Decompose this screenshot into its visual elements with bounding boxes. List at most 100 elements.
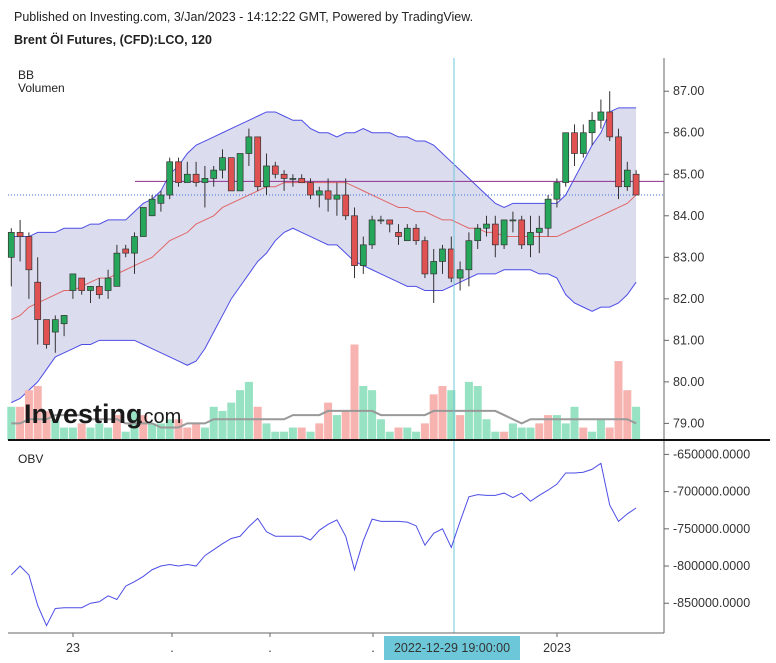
axes: 87.00 86.00 85.00 84.00 83.00 82.00 81.00 80.00… — [8, 58, 770, 660]
candle[interactable] — [474, 224, 482, 249]
candle[interactable] — [553, 178, 561, 208]
candle[interactable] — [271, 161, 279, 179]
candle[interactable] — [412, 224, 420, 245]
price-tick-label: 86.00 — [673, 126, 704, 140]
candle[interactable] — [439, 244, 446, 274]
volume-bar — [24, 390, 33, 440]
logo-suffix: .com — [138, 406, 181, 428]
candle[interactable] — [518, 215, 526, 249]
candle-body — [51, 319, 59, 333]
volume-bar — [192, 423, 201, 440]
candle[interactable] — [351, 207, 358, 279]
candle[interactable] — [7, 228, 15, 287]
candle[interactable] — [342, 178, 350, 220]
candle[interactable] — [377, 215, 385, 225]
candle[interactable] — [122, 244, 130, 258]
candle[interactable] — [579, 124, 587, 158]
volume-bar — [588, 431, 597, 440]
candle[interactable] — [527, 215, 534, 258]
candle-body — [227, 157, 235, 192]
candle[interactable] — [25, 232, 33, 299]
candle[interactable] — [263, 153, 270, 196]
candle[interactable] — [254, 136, 262, 191]
published-header: Published on Investing.com, 3/Jan/2023 -… — [14, 10, 474, 24]
candle[interactable] — [571, 124, 578, 166]
candle[interactable] — [307, 178, 314, 200]
candle[interactable] — [139, 207, 147, 237]
candle[interactable] — [544, 195, 552, 237]
candle[interactable] — [623, 161, 631, 191]
candle[interactable] — [227, 157, 235, 192]
candle[interactable] — [95, 278, 103, 299]
candle[interactable] — [210, 165, 218, 187]
candle[interactable] — [430, 249, 438, 303]
candle[interactable] — [78, 277, 86, 295]
candle[interactable] — [588, 111, 596, 146]
obv-tick-label: -800000.0000 — [673, 559, 750, 573]
candle[interactable] — [289, 174, 297, 187]
candle[interactable] — [359, 236, 367, 274]
candle[interactable] — [509, 211, 517, 233]
candle[interactable] — [562, 132, 570, 187]
candle[interactable] — [16, 219, 24, 262]
candle[interactable] — [315, 186, 323, 208]
candle[interactable] — [60, 315, 68, 337]
candle[interactable] — [324, 178, 332, 212]
candle[interactable] — [491, 215, 499, 258]
investing-logo: Investing .com — [24, 399, 181, 429]
candle-body — [7, 232, 15, 258]
time-tick-label: . — [170, 641, 173, 655]
candle-body — [527, 232, 534, 246]
candle[interactable] — [421, 236, 429, 279]
candle[interactable] — [201, 165, 209, 208]
candle[interactable] — [333, 182, 341, 216]
candle-body — [430, 261, 438, 275]
candle[interactable] — [298, 174, 306, 183]
candle[interactable] — [280, 170, 288, 191]
candle[interactable] — [104, 269, 112, 299]
obv-indicator-label[interactable]: OBV — [18, 452, 44, 466]
candle[interactable] — [157, 190, 165, 212]
candle[interactable] — [236, 153, 244, 192]
candle[interactable] — [34, 257, 42, 345]
volume-bar — [544, 415, 553, 440]
candle[interactable] — [483, 215, 490, 237]
candle[interactable] — [456, 261, 464, 291]
candle[interactable] — [166, 157, 174, 200]
candle-body — [78, 277, 86, 291]
candle[interactable] — [192, 161, 200, 187]
candle[interactable] — [615, 128, 622, 200]
candle[interactable] — [465, 232, 473, 287]
candle[interactable] — [113, 244, 121, 287]
candle[interactable] — [535, 215, 543, 254]
candle[interactable] — [43, 319, 50, 349]
volume-bars — [7, 344, 641, 440]
volume-bar — [429, 394, 438, 440]
bb-indicator-label[interactable]: BB — [18, 68, 35, 82]
volume-indicator-label[interactable]: Volumen — [18, 81, 65, 95]
candle[interactable] — [131, 232, 138, 274]
candle[interactable] — [148, 195, 156, 217]
candle[interactable] — [219, 149, 226, 179]
candle[interactable] — [632, 170, 640, 196]
candle[interactable] — [69, 273, 77, 299]
volume-bar — [491, 431, 500, 440]
candle[interactable] — [175, 157, 182, 187]
candle[interactable] — [395, 224, 402, 245]
volume-bar — [570, 406, 579, 440]
candle[interactable] — [245, 128, 253, 166]
candle[interactable] — [606, 91, 614, 142]
candle[interactable] — [500, 219, 508, 249]
candle[interactable] — [386, 219, 394, 233]
candle[interactable] — [368, 215, 376, 249]
candle[interactable] — [403, 224, 411, 242]
candle-body — [456, 269, 464, 279]
candle[interactable] — [51, 315, 59, 353]
candle[interactable] — [597, 99, 605, 129]
candle[interactable] — [183, 161, 191, 183]
candle-body — [192, 173, 200, 183]
volume-bar — [130, 410, 139, 440]
candle[interactable] — [87, 286, 94, 303]
volume-bar — [244, 381, 253, 440]
